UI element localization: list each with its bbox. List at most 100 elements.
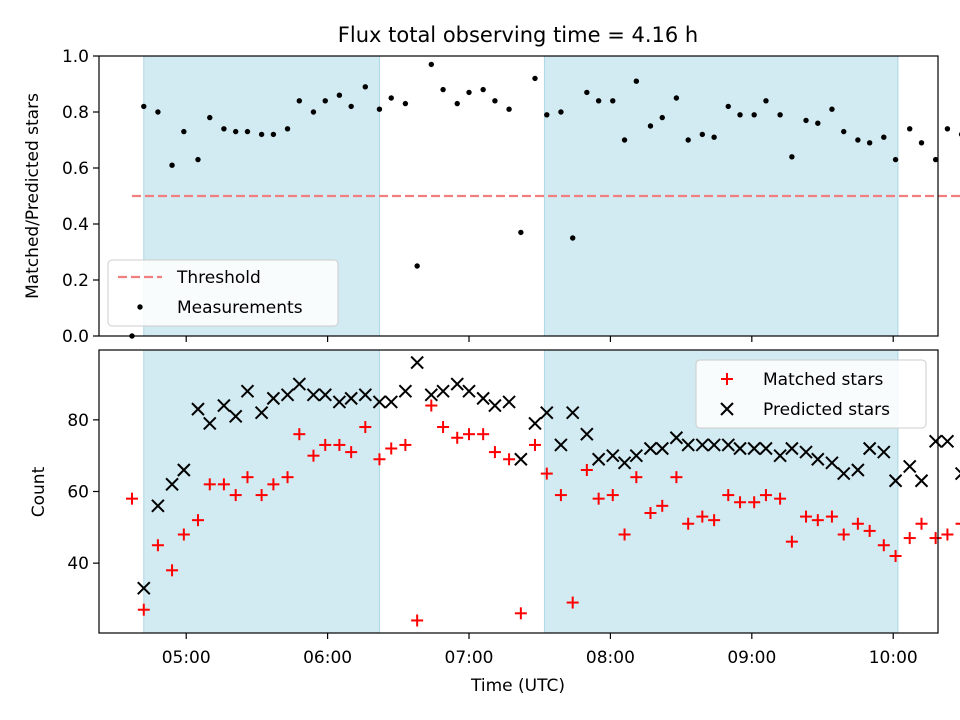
predicted-legend-swatch — [720, 402, 734, 416]
measurement-point — [480, 86, 486, 93]
matched-star-point — [345, 446, 358, 459]
predicted-star-point — [191, 402, 205, 416]
matched-star-point — [125, 492, 138, 505]
measurement-point — [944, 126, 951, 132]
predicted-star-point — [436, 384, 450, 398]
measurement-point — [454, 100, 460, 107]
y-tick-label: 0.8 — [62, 103, 89, 123]
measurement-point — [428, 61, 435, 68]
measurement-point — [362, 84, 369, 90]
matched-star-point — [437, 421, 450, 434]
measurement-point — [815, 120, 821, 126]
measurement-point — [699, 131, 706, 138]
predicted-star-point — [591, 452, 606, 466]
y-tick-label: 80 — [67, 411, 89, 431]
measurement-point — [570, 235, 576, 241]
y-tick-label: 1.0 — [62, 47, 89, 67]
measurement-point — [296, 98, 303, 104]
measurement-point — [506, 106, 512, 112]
predicted-star-point — [228, 409, 243, 423]
predicted-star-point — [617, 456, 632, 470]
measurement-point — [310, 109, 317, 115]
predicted-star-point — [954, 466, 960, 481]
predicted-star-point — [177, 463, 191, 477]
measurement-point — [270, 131, 277, 138]
threshold-legend-label: Threshold — [176, 268, 261, 288]
predicted-star-point — [254, 405, 269, 420]
predicted-star-point — [837, 466, 851, 481]
matched-star-point — [734, 496, 747, 509]
measurement-point — [881, 134, 887, 140]
predicted-star-point — [825, 456, 839, 470]
y-tick-label: 0.4 — [62, 215, 89, 235]
predicted-star-point — [851, 463, 865, 477]
x-tick-label: 08:00 — [586, 648, 635, 668]
measurement-point — [336, 92, 343, 98]
bottom-panel: 40 60 80 05:00 06:00 07:00 08:00 09:00 10:00 Co… — [29, 349, 960, 696]
measurement-point — [725, 103, 731, 110]
predicted-star-point — [799, 445, 813, 459]
matched-star-point — [877, 539, 890, 552]
measurement-point — [647, 123, 654, 129]
measurement-point — [763, 98, 769, 104]
predicted-star-point — [203, 416, 217, 431]
predicted-star-point — [266, 391, 281, 406]
measurement-point — [558, 109, 564, 115]
matched-star-point — [477, 428, 490, 441]
matched-star-point — [319, 438, 332, 451]
bottom-x-ticks: 05:00 06:00 07:00 08:00 09:00 10:00 — [162, 633, 918, 668]
matched-star-point — [785, 535, 798, 548]
predicted-star-point — [280, 388, 295, 402]
measurement-point — [803, 117, 809, 124]
predicted-star-point — [862, 441, 877, 456]
predicted-star-point — [344, 391, 358, 406]
measurement-point — [195, 156, 201, 163]
matched-star-point — [915, 517, 928, 530]
predicted-star-point — [565, 405, 580, 420]
matched-star-point — [759, 489, 772, 502]
top-y-ticks: 0.0 0.2 0.4 0.6 0.8 1.0 — [62, 47, 99, 347]
top-y-label: Matched/Predicted stars — [23, 93, 43, 299]
measurement-point — [402, 100, 409, 107]
matched-star-point — [177, 528, 190, 541]
matched-legend-label: Matched stars — [763, 370, 883, 390]
matched-star-point — [566, 596, 579, 609]
matched-star-point — [722, 489, 735, 502]
measurement-point — [181, 128, 187, 135]
matched-star-point — [955, 522, 960, 525]
predicted-star-point — [502, 395, 516, 409]
predicted-star-point — [240, 384, 255, 398]
predicted-star-point — [424, 388, 439, 402]
predicted-star-point — [580, 427, 594, 441]
matched-star-point — [630, 471, 643, 484]
predicted-star-point — [940, 434, 955, 449]
measurement-point — [348, 103, 354, 110]
top-x-ticks — [185, 336, 894, 342]
measurement-point — [633, 78, 640, 84]
predicted-star-point — [877, 445, 891, 459]
matched-star-point — [528, 438, 541, 451]
measurement-point — [414, 263, 420, 269]
measurement-point — [518, 229, 524, 236]
predicted-star-point — [928, 434, 943, 449]
measurement-point — [932, 156, 939, 163]
matched-star-point — [281, 471, 294, 484]
measurement-point — [841, 128, 847, 135]
x-tick-label: 10:00 — [869, 648, 918, 668]
matched-star-point — [682, 517, 695, 530]
matched-star-point — [889, 549, 902, 562]
x-tick-label: 06:00 — [303, 648, 352, 668]
predicted-star-point — [488, 398, 502, 413]
measurement-point — [789, 154, 795, 160]
bottom-y-label: Count — [29, 466, 49, 517]
predicted-star-point — [476, 391, 490, 406]
y-tick-label: 0.2 — [62, 271, 89, 291]
top-panel: 0.0 0.2 0.4 0.6 0.8 1.0 Matched/Predicted sta… — [23, 47, 960, 347]
matched-star-point — [554, 489, 567, 502]
measurement-point — [284, 126, 291, 132]
measurement-point — [737, 112, 743, 118]
predicted-star-point — [554, 438, 568, 452]
predicted-star-point — [888, 474, 903, 488]
measurement-point — [673, 95, 680, 101]
matched-star-point — [463, 428, 476, 441]
